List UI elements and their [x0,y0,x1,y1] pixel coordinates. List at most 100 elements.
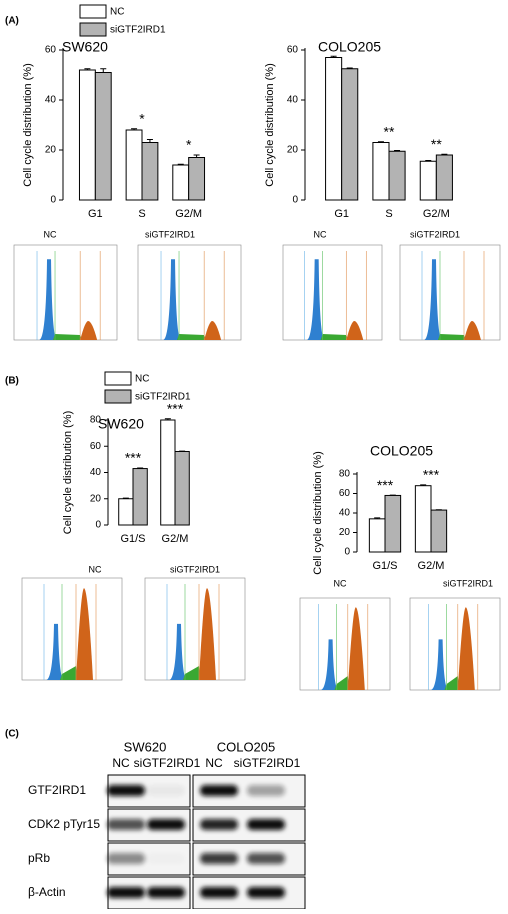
flow-frame [400,245,500,340]
flow-g1-peak [307,259,325,340]
flow-s-phase [60,666,78,680]
flow-title: NC [89,564,102,574]
flow-s-phase [321,334,349,340]
legend-swatch [80,5,106,18]
y-axis-label: Cell cycle distribution (%) [264,63,276,186]
blot-band [247,853,285,864]
y-tick-label: 0 [292,195,298,206]
protein-label: GTF2IRD1 [28,783,86,797]
blot-band [107,887,145,898]
flow-g1-peak [169,624,187,680]
y-tick-label: 60 [287,45,299,56]
significance: *** [167,400,184,416]
bar [173,165,189,200]
x-tick-label: G2/M [175,208,202,220]
blot-band [147,887,185,898]
flow-title: siGTF2IRD1 [170,564,220,574]
flow-frame [145,578,245,680]
flow-title: NC [314,229,327,239]
y-tick-label: 80 [339,469,351,480]
blot-band [147,853,185,864]
blot-band [200,819,238,830]
flow-g2-peak [199,588,216,680]
y-tick-label: 80 [90,415,102,426]
blot-band [247,785,285,796]
blot-band [247,819,285,830]
significance: *** [423,467,440,483]
chart-title: SW620 [98,416,144,432]
blot-band [147,785,185,796]
significance: ** [384,123,395,139]
lane-label: siGTF2IRD1 [134,756,201,770]
flow-frame [410,598,500,690]
bar [95,73,111,201]
legend-swatch [80,23,106,36]
significance: ** [431,136,442,152]
chart-title: COLO205 [318,39,381,55]
x-tick-label: G2/M [418,560,445,572]
lane-label: siGTF2IRD1 [234,756,301,770]
flow-title: NC [334,578,347,588]
error-bar [137,468,143,469]
panel-label: (A) [5,16,19,27]
y-tick-label: 20 [287,145,299,156]
legend-swatch [105,372,131,385]
y-tick-label: 20 [90,493,102,504]
bar [326,58,342,201]
flow-s-phase [53,334,82,340]
bar [126,130,142,200]
bar [389,151,405,200]
legend-swatch [105,390,131,403]
flow-g1-peak [39,259,57,340]
protein-label: β-Actin [28,885,66,899]
flow-frame [283,245,382,340]
flow-title: siGTF2IRD1 [443,578,493,588]
flow-g1-peak [431,639,449,690]
blot-band [107,785,145,796]
bar [119,499,133,525]
significance: *** [377,477,394,493]
cell-line: COLO205 [217,739,276,754]
y-tick-label: 40 [45,95,57,106]
y-tick-label: 40 [339,508,351,519]
lane-label: NC [205,756,223,770]
flow-g1-peak [321,639,339,690]
flow-g1-peak [46,624,64,680]
legend-label: NC [110,7,124,18]
y-tick-label: 0 [50,195,56,206]
y-tick-label: 60 [90,441,102,452]
bar [133,469,147,525]
bar [373,143,389,201]
y-tick-label: 0 [344,547,350,558]
y-tick-label: 60 [45,45,57,56]
blot-band [200,853,238,864]
flow-title: siGTF2IRD1 [410,229,460,239]
x-tick-label: G1 [88,208,103,220]
flow-g2-peak [346,321,363,340]
panel-label: (C) [5,729,19,740]
bar [175,452,189,526]
legend-label: siGTF2IRD1 [110,25,166,36]
flow-g1-peak [163,259,181,340]
x-tick-label: G2/M [423,208,450,220]
significance: * [186,137,192,153]
flow-frame [138,245,241,340]
flow-g2-peak [464,321,481,340]
bar [385,495,401,552]
significance: *** [125,450,142,466]
flow-s-phase [438,334,466,340]
y-axis-label: Cell cycle distribution (%) [22,63,34,186]
flow-title: siGTF2IRD1 [145,229,195,239]
flow-s-phase [183,666,201,680]
flow-g2-peak [204,321,221,340]
error-bar [100,69,106,73]
x-tick-label: G1/S [120,533,145,545]
blot-band [147,819,185,830]
chart-title: COLO205 [370,443,433,459]
bar [436,155,452,200]
x-tick-label: G1/S [372,560,397,572]
protein-label: pRb [28,851,50,865]
flow-g2-peak [76,588,93,680]
bar [369,519,385,552]
